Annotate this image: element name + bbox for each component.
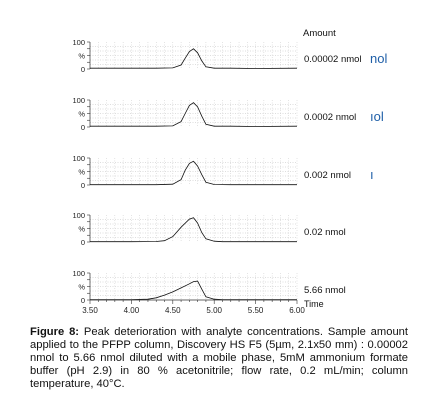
- amount-label: 0.02 nmol: [304, 227, 346, 238]
- y-tick-label-percent: %: [78, 168, 85, 177]
- y-tick-label-0: 0: [81, 65, 85, 74]
- y-tick-label-100: 100: [72, 96, 85, 105]
- y-tick-label-100: 100: [72, 154, 85, 163]
- y-tick-label-0: 0: [81, 123, 85, 132]
- clipped-label: nol: [370, 51, 387, 66]
- amount-label: 0.002 nmol: [304, 170, 351, 181]
- figure-caption: Figure 8: Peak deterioration with analyt…: [30, 326, 408, 391]
- x-tick-label: 5.00: [206, 306, 222, 315]
- y-tick-label-percent: %: [78, 110, 85, 119]
- chromatogram-trace: [90, 280, 297, 301]
- y-tick-label-0: 0: [81, 238, 85, 247]
- x-tick-label: 6.00: [289, 306, 305, 315]
- y-tick-label-0: 0: [81, 296, 85, 305]
- chromatogram-trace: [90, 102, 298, 127]
- chromatogram-trace: [90, 217, 297, 243]
- y-tick-label-percent: %: [78, 283, 85, 292]
- x-tick-label: 3.50: [82, 306, 98, 315]
- x-tick-label: 5.50: [248, 306, 264, 315]
- y-tick-label-100: 100: [72, 38, 85, 47]
- caption-text: Peak deterioration with analyte concentr…: [30, 326, 408, 390]
- clipped-label: ıol: [370, 109, 384, 124]
- caption-label: Figure 8:: [30, 326, 80, 338]
- clipped-label: ı: [370, 167, 374, 182]
- y-tick-label-percent: %: [78, 225, 85, 234]
- chromatogram-panels: 100% 0 0.00002 nmol nol 100% 0 0.0002 nmol ıol 1…: [72, 38, 387, 315]
- amount-label: 5.66 nmol: [304, 285, 346, 296]
- time-axis-label: Time: [304, 299, 324, 309]
- amount-header: Amount: [303, 28, 336, 39]
- y-tick-label-percent: %: [78, 52, 85, 61]
- x-tick-label: 4.50: [165, 306, 181, 315]
- y-tick-label-0: 0: [81, 181, 85, 190]
- amount-label: 0.0002 nmol: [304, 112, 356, 123]
- chromatogram-figure: Amount 100% 0 0.00002 nmol nol 100% 0 0.0002 n…: [72, 28, 387, 315]
- chromatogram-trace: [90, 48, 298, 69]
- y-tick-label-100: 100: [72, 269, 85, 278]
- chromatogram-trace: [90, 160, 297, 186]
- x-tick-label: 4.00: [124, 306, 140, 315]
- amount-label: 0.00002 nmol: [304, 54, 362, 65]
- y-tick-label-100: 100: [72, 211, 85, 220]
